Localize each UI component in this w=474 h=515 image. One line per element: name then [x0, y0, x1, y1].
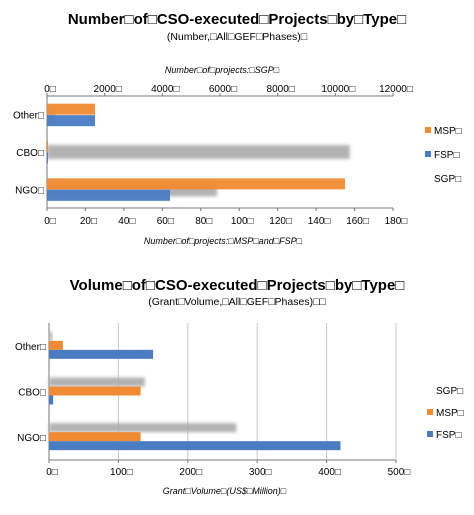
chart1-legend-label: SGP□ — [434, 174, 461, 185]
chart1-bottom-tick-label: 20□ — [80, 216, 97, 227]
chart2-bar-fsp — [49, 441, 341, 451]
chart1-legend-swatch — [425, 127, 431, 133]
chart2-category-label: Other□ — [15, 342, 46, 353]
chart2-legend-label: MSP□ — [436, 408, 464, 419]
chart1-bottom-tick-label: 60□ — [157, 216, 174, 227]
chart1-legend-label: MSP□ — [434, 126, 462, 137]
chart1-bar-fsp — [47, 115, 96, 127]
chart2-bar-sgp — [49, 377, 145, 387]
chart1-top-tick-label: 12000□ — [379, 84, 413, 95]
chart2-tick-label: 200□ — [179, 467, 202, 478]
chart2-tick-label: 100□ — [110, 467, 133, 478]
chart1-bar-msp — [47, 141, 48, 152]
chart1-top-tick-label: 0□ — [44, 84, 56, 95]
chart1-bar-fsp — [47, 189, 171, 201]
chart1-category-label: NGO□ — [15, 185, 44, 196]
chart1-bottom-tick-label: 140□ — [308, 216, 331, 227]
chart1-category-label: CBO□ — [16, 148, 44, 159]
chart1-bottom-tick-label: 100□ — [231, 216, 254, 227]
chart2-legend-swatch — [427, 409, 433, 415]
chart1-bottom-axis-label: Number□of□projects:□MSP□and□FSP□ — [144, 236, 303, 246]
chart2-legend-label: SGP□ — [436, 386, 463, 397]
chart2-bar-msp — [49, 386, 141, 396]
chart1-bar-sgp — [47, 145, 350, 159]
chart1-bar-msp — [47, 178, 345, 190]
chart1-bottom-tick-label: 0□ — [44, 216, 56, 227]
chart2-bar-fsp — [49, 349, 154, 359]
chart1-legend-swatch — [425, 151, 431, 157]
chart2-tick-label: 0□ — [46, 467, 58, 478]
chart2-x-axis-label: Grant□Volume□(US$□Million)□ — [163, 486, 287, 496]
chart1-top-tick-label: 4000□ — [151, 84, 179, 95]
chart1-bottom-tick-label: 160□ — [346, 216, 369, 227]
chart2-bar-msp — [49, 340, 63, 350]
chart2-bar-msp — [49, 432, 141, 442]
chart1-bottom-tick-label: 180□ — [385, 216, 408, 227]
chart1-bottom-tick-label: 40□ — [118, 216, 135, 227]
chart2-tick-label: 500□ — [388, 467, 411, 478]
chart2-legend-swatch — [427, 431, 433, 437]
chart1-bottom-tick-label: 120□ — [269, 216, 292, 227]
chart2-category-label: NGO□ — [17, 433, 46, 444]
chart2-tick-label: 400□ — [318, 467, 341, 478]
chart2-legend-label: FSP□ — [436, 430, 462, 441]
chart1-bar-fsp — [47, 152, 48, 164]
chart2-subtitle: (Grant□Volume,□All□GEF□Phases)□□ — [148, 296, 326, 308]
chart2-title: Volume□of□CSO-executed□Projects□by□Type□ — [69, 277, 405, 294]
chart1-legend-label: FSP□ — [434, 150, 460, 161]
chart1-category-label: Other□ — [13, 111, 44, 122]
chart2-bar-fsp — [49, 395, 54, 405]
chart1-top-tick-label: 2000□ — [94, 84, 122, 95]
chart1-title: Number□of□CSO-executed□Projects□by□Type□ — [67, 11, 407, 28]
chart2-category-label: CBO□ — [18, 388, 46, 399]
chart2-tick-label: 300□ — [249, 467, 272, 478]
chart1-top-axis-label: Number□of□projects:□SGP□ — [165, 65, 280, 75]
chart1-top-tick-label: 8000□ — [267, 84, 295, 95]
chart1-subtitle: (Number,□All□GEF□Phases)□ — [166, 31, 308, 43]
chart1-bottom-tick-label: 80□ — [195, 216, 212, 227]
chart2-bar-sgp — [49, 331, 53, 341]
chart1-top-tick-label: 6000□ — [209, 84, 237, 95]
chart1-top-tick-label: 10000□ — [321, 84, 355, 95]
chart2-bar-sgp — [49, 423, 237, 433]
chart1-bar-msp — [47, 103, 96, 115]
